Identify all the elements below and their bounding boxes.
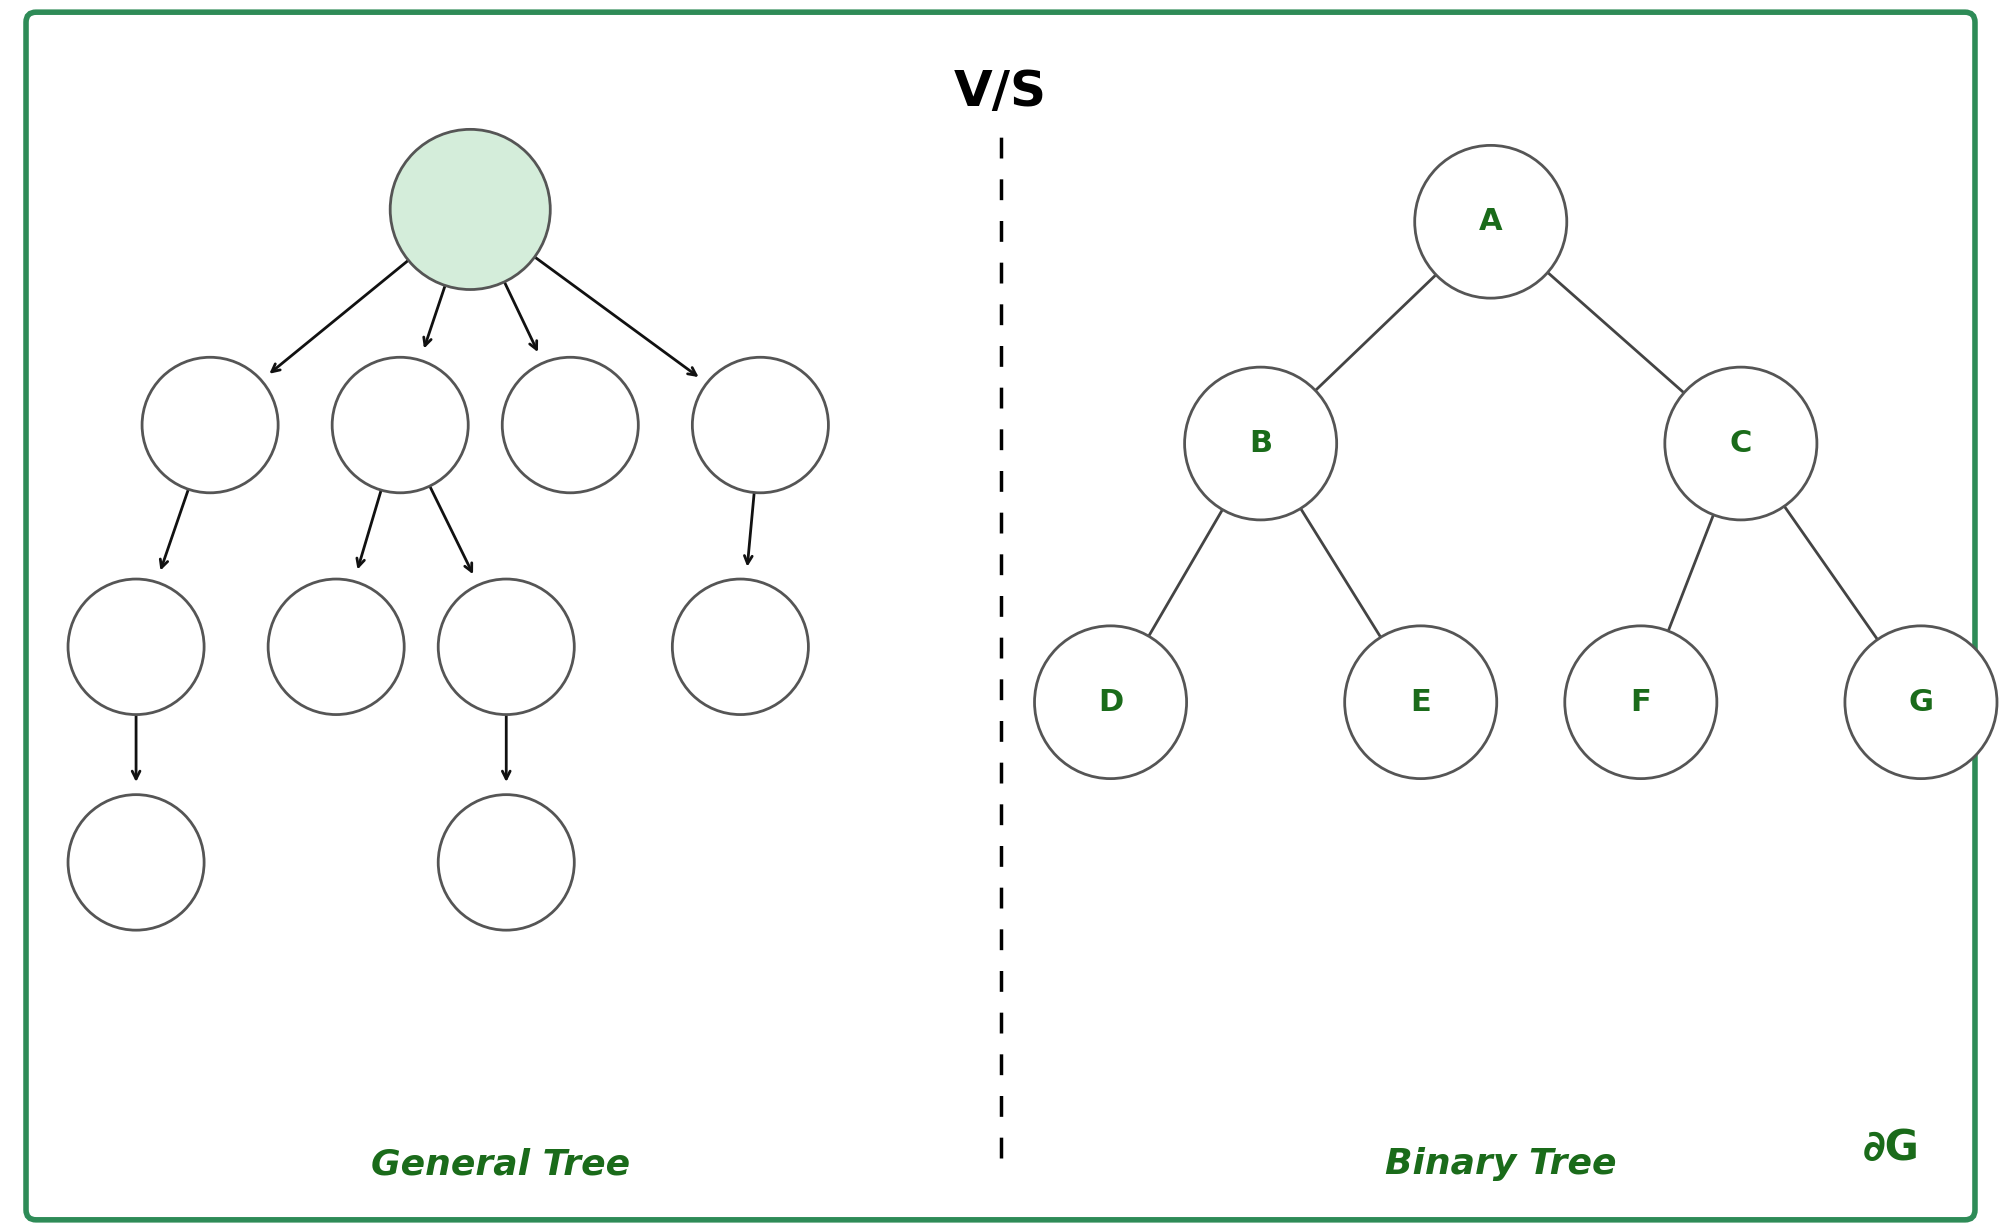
Text: ∂G: ∂G (1863, 1127, 1919, 1169)
Ellipse shape (438, 579, 574, 715)
Ellipse shape (1565, 626, 1717, 779)
Text: A: A (1479, 207, 1503, 237)
Ellipse shape (438, 795, 574, 930)
Text: General Tree: General Tree (370, 1147, 630, 1181)
Ellipse shape (1185, 367, 1337, 520)
Ellipse shape (332, 357, 468, 493)
Ellipse shape (1665, 367, 1817, 520)
Text: B: B (1249, 429, 1273, 458)
Ellipse shape (502, 357, 638, 493)
Text: Binary Tree: Binary Tree (1385, 1147, 1617, 1181)
Text: V/S: V/S (954, 69, 1047, 116)
Ellipse shape (1345, 626, 1497, 779)
FancyBboxPatch shape (26, 12, 1975, 1220)
Text: C: C (1729, 429, 1753, 458)
Text: F: F (1631, 687, 1651, 717)
Ellipse shape (1415, 145, 1567, 298)
Ellipse shape (672, 579, 808, 715)
Text: D: D (1099, 687, 1123, 717)
Ellipse shape (268, 579, 404, 715)
Text: G: G (1909, 687, 1933, 717)
Ellipse shape (1845, 626, 1997, 779)
Ellipse shape (142, 357, 278, 493)
Ellipse shape (1035, 626, 1187, 779)
Ellipse shape (68, 795, 204, 930)
Ellipse shape (390, 129, 550, 290)
Text: E: E (1411, 687, 1431, 717)
Ellipse shape (692, 357, 828, 493)
Ellipse shape (68, 579, 204, 715)
